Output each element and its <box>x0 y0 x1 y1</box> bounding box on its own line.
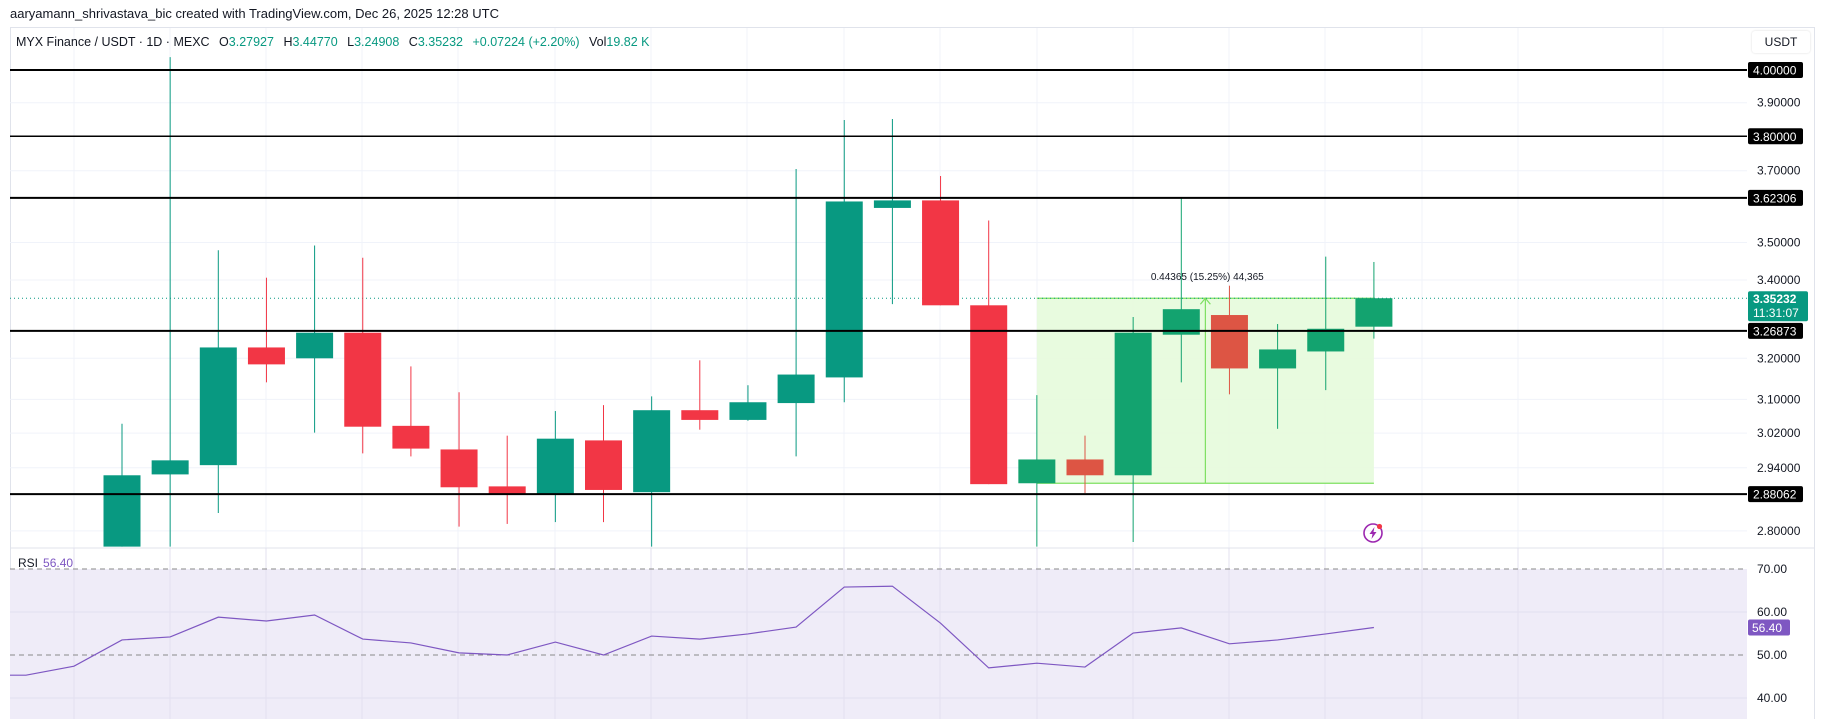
symbol-name[interactable]: MYX Finance / USDT · 1D · MEXC <box>16 35 210 49</box>
rsi-axis-tick: 60.00 <box>1757 605 1787 619</box>
candle[interactable] <box>1307 256 1345 391</box>
candle[interactable] <box>777 168 815 457</box>
rsi-value: 56.40 <box>43 556 74 570</box>
svg-text:3.26873: 3.26873 <box>1753 324 1797 338</box>
symbol-legend: MYX Finance / USDT · 1D · MEXC O3.27927 … <box>16 35 655 49</box>
svg-text:11:31:07: 11:31:07 <box>1753 306 1799 320</box>
last-price-label <box>1748 291 1808 322</box>
candle[interactable] <box>1210 285 1248 395</box>
close-label: C <box>408 35 418 49</box>
candle[interactable] <box>296 245 334 433</box>
svg-text:2.88062: 2.88062 <box>1753 488 1797 502</box>
price-axis-tick: 3.50000 <box>1757 236 1801 250</box>
candle[interactable] <box>873 119 911 305</box>
price-axis-tick: 3.40000 <box>1757 273 1801 287</box>
candle[interactable] <box>1355 261 1393 339</box>
level-price-label[interactable] <box>1748 486 1803 503</box>
price-axis-tick: 3.20000 <box>1757 351 1801 365</box>
candle[interactable] <box>681 360 719 430</box>
rsi-axis-tick: 40.00 <box>1757 691 1787 705</box>
price-axis-tick: 3.02000 <box>1757 426 1801 440</box>
level-price-label[interactable] <box>1748 322 1803 339</box>
candle[interactable] <box>922 175 960 306</box>
rsi-value-label <box>1748 619 1790 636</box>
volume-value: 19.82 K <box>606 35 650 49</box>
chart-frame <box>10 27 1815 719</box>
candle[interactable] <box>633 396 671 547</box>
level-price-label[interactable] <box>1748 62 1803 78</box>
candle[interactable] <box>536 411 574 523</box>
level-price-label[interactable] <box>1748 189 1803 206</box>
change-value: +0.07224 (+2.20%) <box>472 35 580 49</box>
candle[interactable] <box>488 435 526 524</box>
open-label: O <box>219 35 229 49</box>
svg-text:3.80000: 3.80000 <box>1753 130 1797 144</box>
candle[interactable] <box>1114 316 1152 542</box>
rsi-band <box>10 569 1747 719</box>
measure-label: 0.44365 (15.25%) 44,365 <box>1151 272 1264 283</box>
svg-text:56.40: 56.40 <box>1752 621 1782 635</box>
lightning-bolt-icon[interactable] <box>1362 522 1384 544</box>
candle[interactable] <box>1259 324 1297 429</box>
open-value: 3.27927 <box>228 35 274 49</box>
price-axis-tick: 3.10000 <box>1757 392 1801 406</box>
svg-text:3.62306: 3.62306 <box>1753 191 1797 205</box>
candle[interactable] <box>151 57 189 547</box>
rsi-line <box>10 585 1374 676</box>
candle[interactable] <box>199 250 237 513</box>
volume-label: Vol <box>589 35 607 49</box>
candle[interactable] <box>440 392 478 527</box>
rsi-name[interactable]: RSI <box>18 556 39 570</box>
high-label: H <box>283 35 293 49</box>
low-value: 3.24908 <box>354 35 400 49</box>
candle[interactable] <box>103 423 141 547</box>
price-axis-tick: 2.80000 <box>1757 524 1801 538</box>
candle[interactable] <box>344 257 382 454</box>
high-value: 3.44770 <box>292 35 338 49</box>
svg-text:3.35232: 3.35232 <box>1753 292 1797 306</box>
candle[interactable] <box>585 405 622 523</box>
price-axis-tick: 3.90000 <box>1757 96 1801 110</box>
level-price-label[interactable] <box>1748 128 1803 145</box>
svg-text:4.00000: 4.00000 <box>1753 64 1797 78</box>
rsi-axis-tick: 70.00 <box>1757 562 1787 576</box>
candle[interactable] <box>729 385 767 421</box>
currency-selector[interactable]: USDT <box>1752 31 1810 53</box>
low-label: L <box>347 35 355 49</box>
candle[interactable] <box>825 120 863 403</box>
price-pane[interactable]: 0.44365 (15.25%) 44,365 <box>10 57 1747 547</box>
candle[interactable] <box>1018 395 1056 547</box>
rsi-axis-tick: 50.00 <box>1757 648 1787 662</box>
candle[interactable] <box>392 366 430 457</box>
rsi-pane[interactable] <box>10 548 1747 719</box>
price-axis-tick: 3.70000 <box>1757 164 1801 178</box>
candle[interactable] <box>970 220 1008 485</box>
candle[interactable] <box>1066 435 1104 494</box>
price-axis-tick: 2.94000 <box>1757 461 1801 475</box>
close-value: 3.35232 <box>417 35 463 49</box>
rsi-legend: RSI 56.40 <box>18 556 73 570</box>
chart-watermark: aaryamann_shrivastava_bic created with T… <box>10 6 499 21</box>
